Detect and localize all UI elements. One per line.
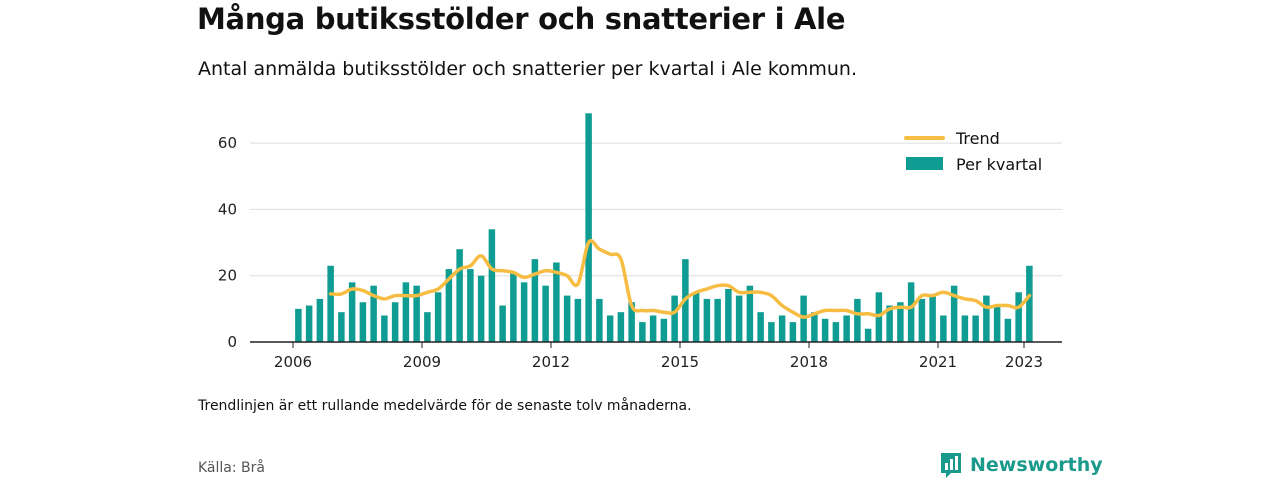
bar bbox=[617, 312, 625, 342]
bar bbox=[391, 302, 399, 342]
legend-bar-swatch bbox=[906, 157, 943, 170]
bar bbox=[585, 113, 592, 342]
bar bbox=[510, 272, 517, 342]
bar bbox=[703, 298, 711, 342]
x-tick-label: 2006 bbox=[274, 353, 312, 371]
y-tick-label: 0 bbox=[227, 333, 237, 351]
bar bbox=[606, 315, 614, 342]
bar bbox=[907, 282, 915, 342]
y-tick-label: 60 bbox=[218, 134, 237, 152]
bar bbox=[316, 298, 324, 342]
bar bbox=[402, 282, 410, 342]
bar bbox=[746, 285, 754, 342]
trend-note: Trendlinjen är ett rullande medelvärde f… bbox=[198, 398, 692, 414]
chart-subtitle: Antal anmälda butiksstölder och snatteri… bbox=[198, 58, 857, 80]
newsworthy-chart-icon bbox=[941, 453, 961, 478]
bar bbox=[843, 315, 850, 342]
x-tick-label: 2018 bbox=[790, 353, 828, 371]
bar bbox=[327, 265, 334, 342]
bar bbox=[520, 282, 528, 342]
bar bbox=[467, 269, 474, 342]
bar bbox=[542, 285, 549, 342]
bar bbox=[983, 295, 990, 342]
legend-bar-label: Per kvartal bbox=[956, 155, 1042, 174]
bar-series bbox=[295, 113, 1033, 342]
bar bbox=[639, 322, 646, 342]
x-tick-label: 2012 bbox=[532, 353, 570, 371]
y-tick-label: 20 bbox=[218, 267, 237, 285]
bar bbox=[370, 285, 377, 342]
newsworthy-logo[interactable]: Newsworthy bbox=[939, 450, 1103, 480]
source-label: Källa: Brå bbox=[198, 460, 265, 476]
bar bbox=[381, 315, 388, 342]
bar bbox=[940, 315, 947, 342]
bar bbox=[725, 288, 732, 342]
bar bbox=[757, 312, 764, 342]
bar bbox=[359, 302, 367, 342]
bar bbox=[811, 312, 818, 342]
x-tick-label: 2021 bbox=[919, 353, 957, 371]
bar bbox=[961, 315, 969, 342]
bar bbox=[499, 305, 506, 342]
bar bbox=[735, 295, 743, 342]
bar bbox=[413, 285, 420, 342]
bar bbox=[348, 282, 356, 342]
bar bbox=[456, 249, 463, 342]
trend-series bbox=[328, 239, 1032, 319]
bar bbox=[789, 322, 797, 342]
bar bbox=[445, 269, 453, 342]
legend: Trend Per kvartal bbox=[904, 129, 1042, 174]
trend-line bbox=[328, 239, 1032, 319]
bar bbox=[660, 318, 668, 342]
bar bbox=[649, 315, 657, 342]
bar bbox=[993, 305, 1001, 342]
bar bbox=[821, 318, 829, 342]
bar bbox=[832, 322, 840, 342]
y-tick-label: 40 bbox=[218, 200, 237, 218]
bar bbox=[864, 328, 872, 342]
bar bbox=[553, 262, 560, 342]
bar bbox=[886, 305, 893, 342]
x-tick-label: 2009 bbox=[403, 353, 441, 371]
bar bbox=[338, 312, 345, 342]
bar bbox=[1015, 292, 1022, 342]
bar bbox=[714, 298, 721, 342]
bar bbox=[1026, 265, 1033, 342]
bar bbox=[768, 322, 775, 342]
x-tick-label: 2015 bbox=[661, 353, 699, 371]
bar bbox=[477, 275, 485, 342]
bar bbox=[950, 285, 958, 342]
bar bbox=[972, 315, 979, 342]
axes: 0 20 40 60 2006 2009 2012 2015 2018 2021 2023 bbox=[218, 134, 1062, 371]
bar bbox=[424, 312, 431, 342]
bar bbox=[574, 298, 582, 342]
chart-area: 0 20 40 60 2006 2009 2012 2015 2018 2021 2023 Tren… bbox=[218, 113, 1062, 371]
bar bbox=[918, 298, 926, 342]
bar bbox=[897, 302, 904, 342]
brand-name: Newsworthy bbox=[970, 454, 1103, 476]
bar bbox=[305, 305, 313, 342]
bar bbox=[1004, 318, 1012, 342]
legend-trend-label: Trend bbox=[955, 129, 1000, 148]
bar bbox=[531, 259, 539, 342]
bar bbox=[563, 295, 571, 342]
grid-lines bbox=[250, 142, 1062, 277]
bar bbox=[628, 302, 635, 342]
bar bbox=[692, 292, 700, 342]
bar bbox=[854, 298, 861, 342]
bar bbox=[929, 295, 936, 342]
bar bbox=[778, 315, 786, 342]
bar bbox=[596, 298, 603, 342]
bar bbox=[488, 229, 496, 342]
bar bbox=[295, 308, 302, 342]
x-tick-label: 2023 bbox=[1005, 353, 1043, 371]
bar bbox=[671, 295, 678, 342]
chart-title: Många butiksstölder och snatterier i Ale bbox=[197, 2, 846, 36]
bar bbox=[434, 292, 442, 342]
